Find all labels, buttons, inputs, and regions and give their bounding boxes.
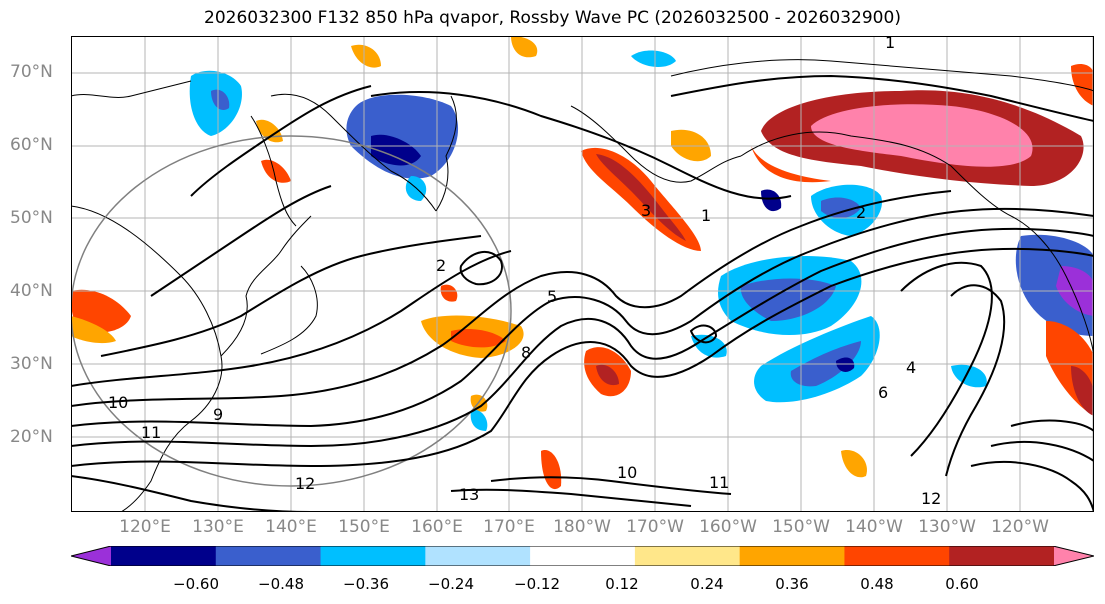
anomaly-north-america-coast — [1015, 234, 1094, 336]
lat-label: 50°N — [10, 208, 53, 228]
contour-label: 8 — [521, 343, 531, 362]
contour-label: 11 — [141, 423, 161, 442]
contour-lines — [71, 74, 1094, 512]
lon-label: 150°E — [338, 517, 390, 537]
contour-label: 6 — [878, 383, 888, 402]
strong-positive-anomaly-alaska — [811, 104, 1033, 167]
contour-label: 1 — [701, 206, 711, 225]
contour-label: 5 — [547, 287, 557, 306]
contour-label: 9 — [213, 405, 223, 424]
colorbar — [71, 546, 1094, 566]
colorbar-tick-label: 0.48 — [860, 575, 894, 593]
contour-labels: 1 1 2 2 3 4 5 6 8 9 10 10 11 11 12 12 13 — [108, 36, 941, 508]
colorbar-segment — [739, 546, 845, 566]
colorbar-tick-label: 0.36 — [775, 575, 809, 593]
colorbar-tick-label: −0.12 — [514, 575, 560, 593]
colorbar-segment — [530, 546, 636, 566]
lat-label: 70°N — [10, 62, 53, 82]
lon-label: 170°E — [483, 517, 535, 537]
colorbar-segment — [320, 546, 426, 566]
positive-anomaly-japan — [261, 159, 291, 183]
reference-circle — [71, 135, 512, 487]
colorbar-extend-high — [1054, 546, 1094, 566]
lon-label: 140°W — [845, 517, 903, 537]
lon-label: 140°E — [265, 517, 317, 537]
colorbar-segment — [949, 546, 1055, 566]
colorbar-tick-label: 0.24 — [690, 575, 724, 593]
map-panel: 1 1 2 2 3 4 5 6 8 9 10 10 11 11 12 12 13 — [71, 36, 1094, 512]
colorbar-segment — [844, 546, 950, 566]
colorbar-segment — [215, 546, 322, 566]
positive-anomaly-edge — [751, 146, 831, 183]
colorbar-tick-label: 0.60 — [945, 575, 979, 593]
lat-label: 30°N — [10, 354, 53, 374]
lon-label: 130°W — [918, 517, 976, 537]
map-title: 2026032300 F132 850 hPa qvapor, Rossby W… — [204, 8, 901, 28]
contour-label: 10 — [617, 463, 637, 482]
colorbar-segment — [634, 546, 741, 566]
colorbar-segment — [111, 546, 217, 566]
lon-label: 160°E — [411, 517, 463, 537]
colorbar-tick-label: −0.24 — [428, 575, 474, 593]
lon-label: 120°W — [991, 517, 1049, 537]
contour-label: 2 — [856, 203, 866, 222]
contour-label: 3 — [641, 201, 651, 220]
lat-label: 40°N — [10, 281, 53, 301]
contour-label: 13 — [459, 485, 479, 504]
colorbar-tick-label: −0.60 — [173, 575, 219, 593]
contour-label: 11 — [709, 473, 729, 492]
contour-label: 12 — [295, 474, 315, 493]
lon-label: 120°E — [119, 517, 171, 537]
contour-label: 4 — [906, 358, 916, 377]
contour-label: 2 — [436, 256, 446, 275]
lon-label: 150°W — [772, 517, 830, 537]
lon-label: 180°W — [553, 517, 611, 537]
contour-label: 10 — [108, 393, 128, 412]
lon-label: 130°E — [192, 517, 244, 537]
colorbar-segment — [425, 546, 531, 566]
colorbar-tick-label: −0.36 — [343, 575, 389, 593]
lon-label: 170°W — [626, 517, 684, 537]
coastlines — [71, 59, 1094, 512]
lat-label: 60°N — [10, 135, 53, 155]
colorbar-tick-label: −0.48 — [258, 575, 304, 593]
lon-label: 160°W — [699, 517, 757, 537]
lat-label: 20°N — [10, 427, 53, 447]
contour-label: 12 — [921, 489, 941, 508]
colorbar-extend-low — [71, 546, 111, 566]
contour-label: 1 — [885, 36, 895, 52]
colorbar-tick-label: 0.12 — [605, 575, 639, 593]
